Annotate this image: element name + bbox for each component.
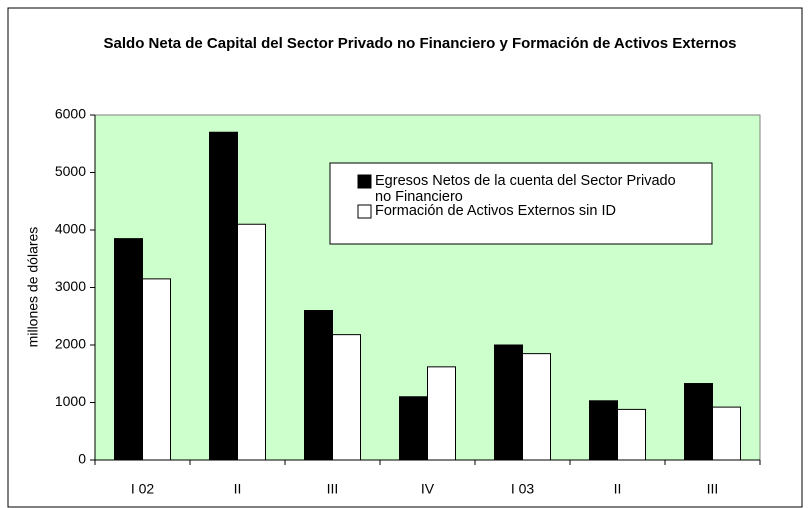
legend-entry-box: Formación de Activos Externos sin ID bbox=[375, 203, 616, 219]
x-tick-label: IV bbox=[421, 481, 435, 497]
y-tick-label: 3000 bbox=[55, 278, 86, 294]
bar bbox=[142, 278, 171, 461]
x-tick-label: III bbox=[707, 481, 719, 497]
bar bbox=[114, 238, 143, 461]
legend bbox=[329, 162, 713, 245]
bar bbox=[494, 344, 523, 461]
bar bbox=[684, 383, 713, 461]
bar bbox=[304, 310, 333, 461]
bar bbox=[209, 131, 238, 461]
y-tick-label: 1000 bbox=[55, 393, 86, 409]
bar bbox=[617, 408, 646, 461]
title-box: Saldo Neta de Capital del Sector Privado… bbox=[103, 35, 737, 52]
y-tick-label: 6000 bbox=[55, 106, 86, 122]
x-tick-label: I 02 bbox=[131, 481, 155, 497]
legend-entry-box: Egresos Netos de la cuenta del Sector Pr… bbox=[375, 173, 676, 205]
bar bbox=[589, 400, 618, 461]
chart-title: Saldo Neta de Capital del Sector Privado… bbox=[103, 35, 737, 52]
legend-swatch bbox=[357, 204, 372, 219]
y-tick-label: 5000 bbox=[55, 163, 86, 179]
bar bbox=[332, 334, 361, 461]
bar bbox=[237, 223, 266, 461]
y-tick-label: 0 bbox=[78, 451, 86, 467]
y-tick-label: 2000 bbox=[55, 336, 86, 352]
y-axis-label: millones de dólares bbox=[25, 227, 41, 348]
legend-label: Formación de Activos Externos sin ID bbox=[375, 203, 616, 219]
x-tick-label: II bbox=[614, 481, 622, 497]
x-tick-label: I 03 bbox=[511, 481, 535, 497]
x-tick-label: II bbox=[234, 481, 242, 497]
bar bbox=[399, 396, 428, 461]
legend-label: Egresos Netos de la cuenta del Sector Pr… bbox=[375, 173, 676, 205]
bar bbox=[522, 353, 551, 461]
legend-swatch bbox=[357, 174, 372, 189]
bar bbox=[427, 366, 456, 461]
x-tick-label: III bbox=[327, 481, 339, 497]
y-tick-label: 4000 bbox=[55, 221, 86, 237]
bar bbox=[712, 406, 741, 461]
